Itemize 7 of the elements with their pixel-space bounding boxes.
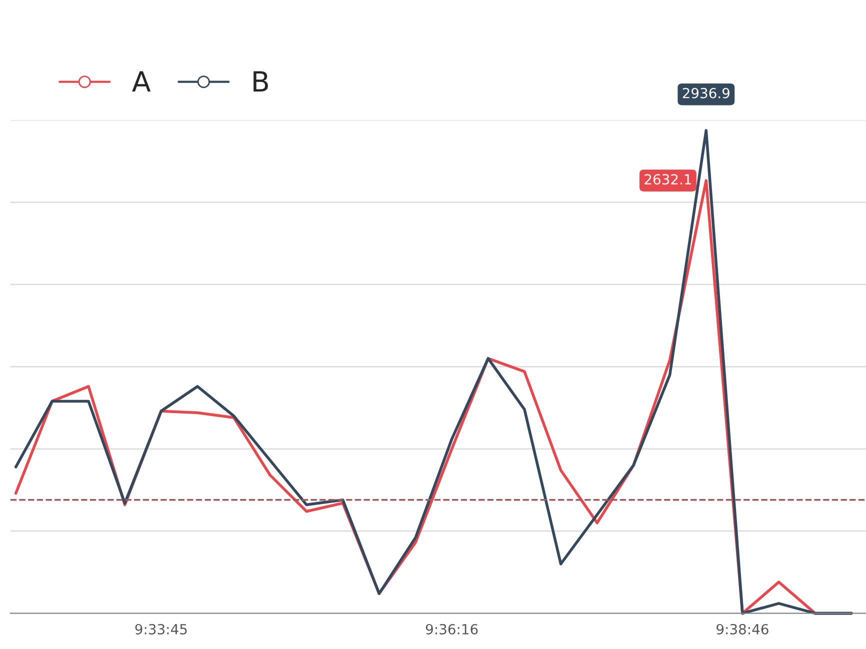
x-tick-label: 9:38:46 <box>716 624 768 634</box>
x-tick-label: 9:33:45 <box>135 624 187 634</box>
data-label: 2936.9 <box>682 88 730 98</box>
x-tick-label: 9:36:16 <box>426 624 478 634</box>
data-label: 2632.1 <box>644 174 691 185</box>
legend-label: B <box>254 71 268 92</box>
legend-label: A <box>132 71 151 92</box>
